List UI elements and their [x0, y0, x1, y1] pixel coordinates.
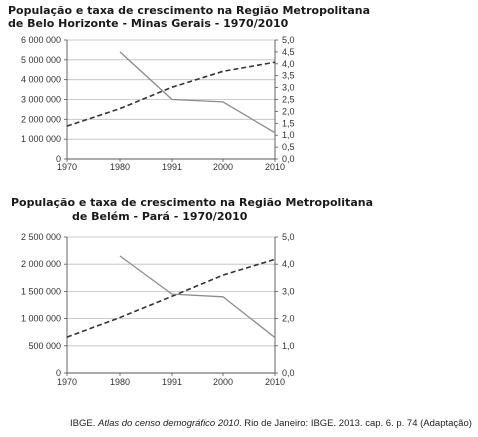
- y-right-tick-label: 1,5: [282, 118, 295, 128]
- y-left-tick-label: 0: [56, 154, 61, 164]
- y-left-tick-label: 5 000 000: [21, 55, 61, 65]
- y-left-tick-label: 3 000 000: [21, 95, 61, 105]
- x-tick-label: 1991: [162, 162, 182, 172]
- y-left-tick-label: 1 000 000: [21, 314, 61, 324]
- y-right-tick-label: 4,5: [282, 47, 295, 57]
- x-tick-label: 1980: [110, 162, 130, 172]
- chart-2-title-line-1: População e taxa de crescimento na Regiã…: [11, 196, 373, 209]
- x-tick-label: 2000: [213, 377, 233, 387]
- series-growth-rate-line: [119, 255, 276, 339]
- y-left-tick-label: 1 000 000: [21, 134, 61, 144]
- source-citation: IBGE. Atlas do censo demográfico 2010. R…: [70, 418, 472, 429]
- source-prefix: IBGE.: [70, 418, 98, 429]
- y-right-tick-label: 0,0: [282, 154, 295, 164]
- source-suffix: . Rio de Janeiro: IBGE. 2013. cap. 6. p.…: [239, 418, 472, 429]
- y-right-tick-label: 4,0: [282, 259, 295, 269]
- y-left-tick-label: 500 000: [28, 341, 61, 351]
- y-right-tick-label: 2,5: [282, 95, 295, 105]
- y-right-tick-label: 5,0: [282, 232, 295, 242]
- chart-2-title-line-2: de Belém - Pará - 1970/2010: [72, 210, 248, 223]
- y-left-tick-label: 0: [56, 368, 61, 378]
- y-right-tick-label: 1,0: [282, 130, 295, 140]
- y-left-tick-label: 2 000 000: [21, 259, 61, 269]
- chart-belem: 0 500 000 1 000 000 1 500 000 2 000 000 2 500…: [21, 232, 295, 387]
- y-right-tick-label: 3,0: [282, 83, 295, 93]
- chart-1-title-line-2: de Belo Horizonte - Minas Gerais - 1970/…: [8, 17, 289, 30]
- series-population-line: [66, 258, 276, 338]
- x-tick-label: 1980: [110, 377, 130, 387]
- y-right-tick-label: 3,5: [282, 71, 295, 81]
- x-tick-label: 2000: [213, 162, 233, 172]
- x-tick-label: 2010: [265, 162, 285, 172]
- y-right-tick-label: 4,0: [282, 59, 295, 69]
- y-right-tick-label: 0,0: [282, 368, 295, 378]
- x-tick-label: 2010: [265, 377, 285, 387]
- y-right-tick-label: 1,0: [282, 341, 295, 351]
- series-growth-rate-line: [119, 51, 276, 134]
- x-tick-label: 1970: [57, 162, 77, 172]
- x-tick-label: 1991: [162, 377, 182, 387]
- chart-belo-horizonte: 0 1 000 000 2 000 000 3 000 000 4 000 000 5 0…: [21, 35, 295, 172]
- y-left-tick-label: 2 500 000: [21, 232, 61, 242]
- y-right-tick-label: 2,0: [282, 106, 295, 116]
- y-right-tick-label: 2,0: [282, 314, 295, 324]
- y-left-tick-label: 6 000 000: [21, 35, 61, 45]
- y-left-tick-label: 4 000 000: [21, 75, 61, 85]
- y-left-tick-label: 2 000 000: [21, 114, 61, 124]
- source-title: Atlas do censo demográfico 2010: [97, 418, 239, 429]
- y-right-tick-label: 5,0: [282, 35, 295, 45]
- y-right-tick-label: 0,5: [282, 142, 295, 152]
- x-tick-label: 1970: [57, 377, 77, 387]
- y-left-tick-label: 1 500 000: [21, 286, 61, 296]
- chart-1-title-line-1: População e taxa de crescimento na Regiã…: [8, 4, 370, 17]
- y-right-tick-label: 3,0: [282, 286, 295, 296]
